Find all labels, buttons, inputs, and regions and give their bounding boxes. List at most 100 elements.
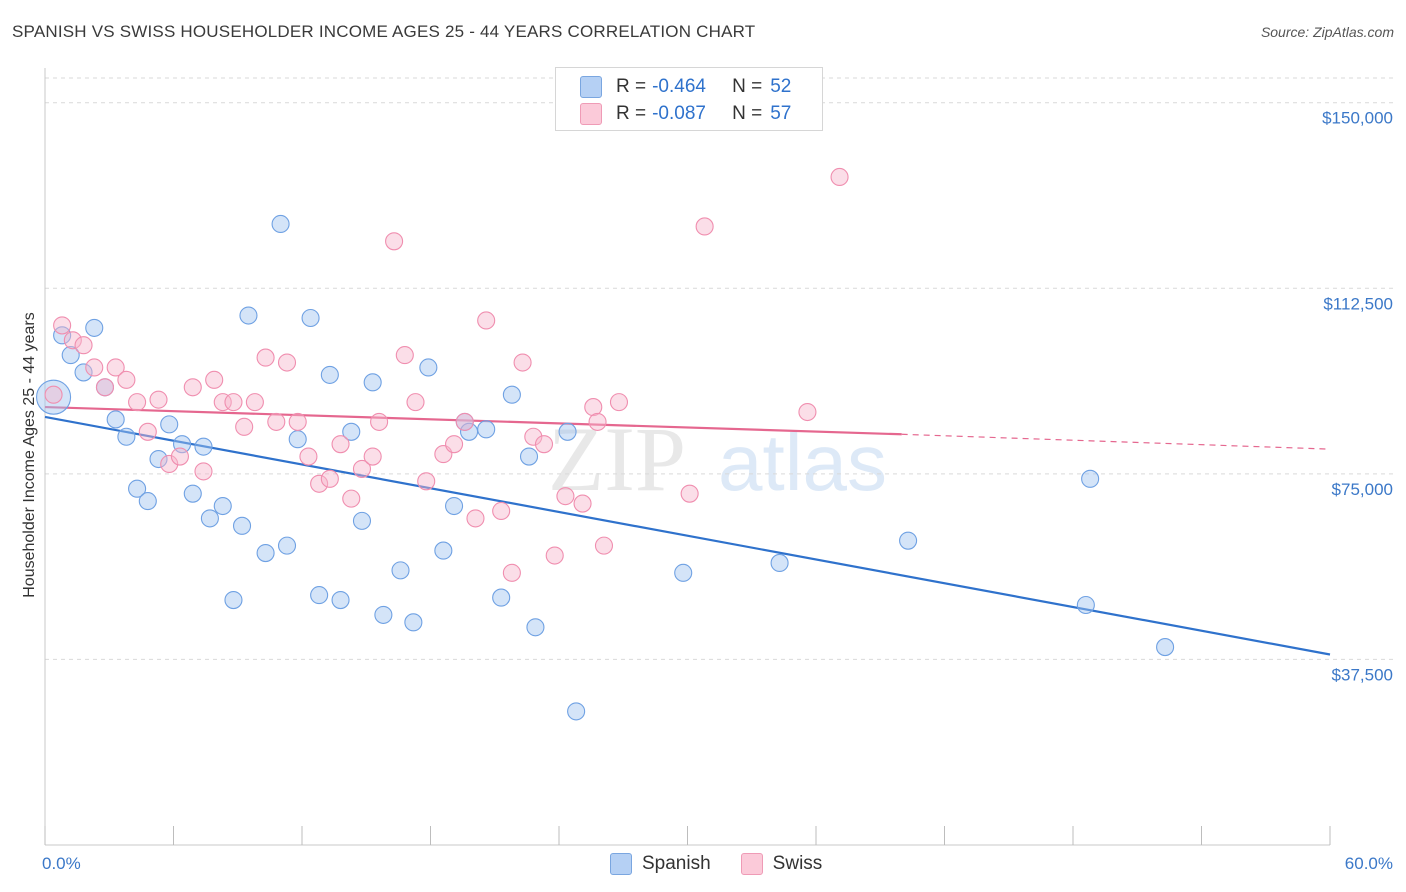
- chart-title: SPANISH VS SWISS HOUSEHOLDER INCOME AGES…: [12, 22, 756, 41]
- swiss-point: [455, 412, 474, 431]
- swiss-point: [106, 358, 125, 377]
- swiss-point: [267, 412, 286, 431]
- spanish-point: [419, 358, 438, 377]
- spanish-point: [1156, 638, 1175, 657]
- spanish-point: [1081, 469, 1100, 488]
- swiss-point: [288, 412, 307, 431]
- spanish-point: [310, 586, 329, 605]
- spanish-point: [301, 308, 320, 328]
- swiss-point: [695, 217, 714, 236]
- spanish-point: [492, 588, 511, 607]
- spanish-point: [138, 492, 157, 511]
- swiss-point: [95, 378, 115, 397]
- swiss-point: [370, 412, 389, 431]
- axes: [44, 68, 1331, 846]
- spanish-point: [271, 214, 290, 234]
- swiss-point: [417, 472, 436, 491]
- spanish-r-value: -0.464: [652, 76, 706, 97]
- spanish-point: [160, 415, 179, 434]
- spanish-point: [224, 591, 243, 610]
- spanish-point: [36, 379, 72, 415]
- swiss-point: [53, 316, 72, 335]
- source-label: Source: ZipAtlas.com: [1260, 24, 1394, 40]
- legend-row-spanish: R = -0.464 N = 52: [580, 74, 791, 100]
- series-legend: Spanish Swiss: [610, 852, 852, 876]
- gridlines: [45, 77, 1395, 660]
- r-label: R =: [616, 103, 647, 124]
- swiss-point: [128, 393, 147, 412]
- swiss-point: [310, 474, 329, 493]
- swiss-point: [299, 447, 318, 466]
- spanish-point: [363, 373, 382, 392]
- swiss-point: [194, 462, 213, 481]
- spanish-point: [352, 511, 372, 530]
- spanish-point: [477, 420, 496, 439]
- spanish-point: [277, 536, 297, 555]
- swiss-point: [594, 536, 614, 555]
- spanish-point: [194, 437, 213, 456]
- spanish-n-value: 52: [770, 76, 792, 97]
- spanish-point: [434, 541, 453, 560]
- spanish-point: [149, 449, 168, 469]
- swiss-point: [277, 353, 297, 372]
- swiss-point: [513, 353, 532, 372]
- correlation-legend: R = -0.464 N = 52 R = -0.087 N = 57: [555, 67, 823, 131]
- swiss-point: [63, 331, 82, 350]
- swiss-point: [573, 494, 592, 513]
- y-axis-label: Householder Income Ages 25 - 44 years: [21, 312, 38, 598]
- swiss-point: [385, 232, 404, 251]
- spanish-point: [567, 702, 586, 721]
- spanish-point: [53, 326, 72, 345]
- swiss-point: [74, 336, 93, 355]
- swiss-r-value: -0.087: [652, 103, 706, 124]
- n-label: N =: [732, 103, 763, 124]
- spanish-point: [85, 318, 104, 337]
- swiss-legend-label: Swiss: [772, 853, 823, 874]
- r-label: R =: [616, 76, 647, 97]
- spanish-point: [213, 496, 232, 516]
- swiss-point: [342, 489, 361, 508]
- swiss-point: [170, 447, 189, 466]
- spanish-point: [502, 385, 521, 404]
- spanish-point: [342, 422, 361, 441]
- spanish-point: [232, 516, 252, 535]
- spanish-point: [391, 561, 410, 580]
- spanish-point: [200, 509, 219, 528]
- swiss-point: [584, 398, 603, 417]
- swiss-point: [331, 435, 350, 454]
- legend-item-swiss[interactable]: Swiss: [740, 853, 823, 875]
- swiss-n-value: 57: [770, 103, 792, 124]
- swiss-point: [183, 378, 202, 397]
- spanish-point: [519, 447, 539, 466]
- swiss-point: [245, 393, 264, 412]
- swiss-point: [395, 346, 414, 365]
- spanish-point: [117, 427, 136, 446]
- swiss-point: [352, 459, 372, 478]
- swiss-point: [256, 348, 275, 367]
- spanish-point: [899, 531, 918, 550]
- spanish-point: [674, 563, 693, 582]
- n-label: N =: [732, 76, 763, 97]
- legend-item-spanish[interactable]: Spanish: [610, 853, 711, 875]
- y-tick-label: $37,500: [1332, 665, 1393, 684]
- swiss-point: [85, 358, 104, 377]
- swiss-trend-extension: [901, 433, 1331, 450]
- swiss-point: [680, 484, 699, 503]
- swiss-point: [798, 402, 817, 422]
- spanish-point: [128, 479, 147, 498]
- swiss-point: [609, 393, 629, 412]
- swiss-point: [44, 385, 63, 404]
- swiss-point: [556, 487, 575, 506]
- y-tick-label: $75,000: [1332, 480, 1393, 499]
- y-tick-label: $112,500: [1323, 294, 1393, 313]
- y-tick-label: $150,000: [1322, 109, 1393, 128]
- spanish-trend-line: [44, 415, 1331, 656]
- swiss-point: [138, 422, 157, 441]
- legend-row-swiss: R = -0.087 N = 57: [580, 101, 791, 127]
- spanish-point: [1076, 595, 1095, 615]
- spanish-point: [239, 306, 258, 325]
- spanish-point: [331, 591, 350, 610]
- swiss-point: [502, 563, 521, 582]
- swiss-point: [205, 370, 224, 389]
